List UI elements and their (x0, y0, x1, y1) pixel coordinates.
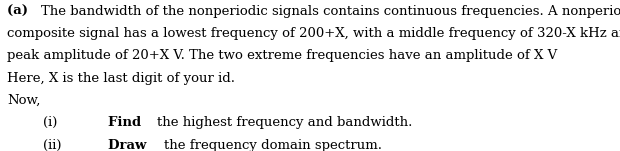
Text: the frequency domain spectrum.: the frequency domain spectrum. (164, 139, 382, 151)
Text: Find: Find (108, 116, 146, 129)
Text: Now,: Now, (7, 94, 41, 107)
Text: (ii): (ii) (43, 139, 62, 151)
Text: composite signal has a lowest frequency of 200+X, with a middle frequency of 320: composite signal has a lowest frequency … (7, 27, 620, 40)
Text: (a): (a) (7, 5, 33, 18)
Text: The bandwidth of the nonperiodic signals contains continuous frequencies. A nonp: The bandwidth of the nonperiodic signals… (40, 5, 620, 18)
Text: Draw: Draw (108, 139, 151, 151)
Text: peak amplitude of 20+X V. The two extreme frequencies have an amplitude of X V: peak amplitude of 20+X V. The two extrem… (7, 49, 558, 62)
Text: Here, X is the last digit of your id.: Here, X is the last digit of your id. (7, 72, 236, 85)
Text: the highest frequency and bandwidth.: the highest frequency and bandwidth. (157, 116, 412, 129)
Text: (i): (i) (43, 116, 58, 129)
